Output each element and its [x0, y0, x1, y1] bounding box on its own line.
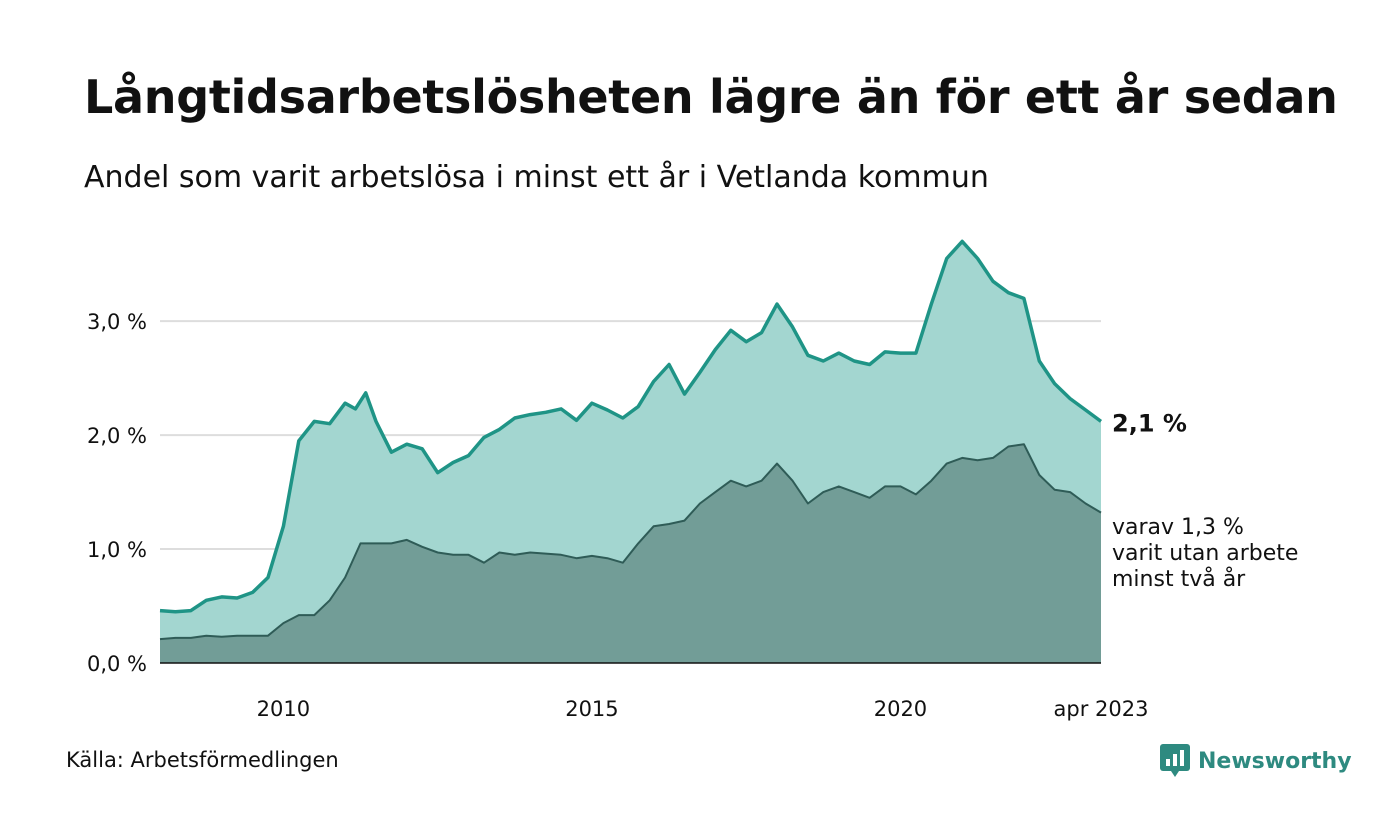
- brand-logo[interactable]: Newsworthy: [1160, 744, 1352, 778]
- y-tick-label: 0,0 %: [87, 652, 147, 676]
- y-tick-label: 1,0 %: [87, 538, 147, 562]
- x-tick-label: 2015: [565, 697, 618, 721]
- x-tick-label: 2020: [874, 697, 927, 721]
- newsworthy-logo-icon: [1160, 744, 1190, 777]
- sub-series-annotation-line: minst två år: [1112, 566, 1246, 592]
- x-tick-label: apr 2023: [1054, 697, 1149, 721]
- source-note: Källa: Arbetsförmedlingen: [66, 748, 339, 772]
- y-tick-label: 2,0 %: [87, 424, 147, 448]
- sub-series-line: [159, 443, 1102, 641]
- main-series-end-label: 2,1 %: [1112, 409, 1187, 437]
- main-series-line: [159, 239, 1103, 614]
- chart-title: Långtidsarbetslösheten lägre än för ett …: [84, 70, 1338, 124]
- brand-name: Newsworthy: [1198, 748, 1352, 774]
- axis-labels: 0,0 % 1,0 % 2,0 % 3,0 % 2010 2015 2020 apr 2023…: [87, 310, 1298, 721]
- y-tick-label: 3,0 %: [87, 310, 147, 334]
- x-tick-label: 2010: [257, 697, 310, 721]
- sub-series-annotation-line: varit utan arbete: [1112, 541, 1298, 566]
- chart-subtitle: Andel som varit arbetslösa i minst ett å…: [84, 160, 989, 195]
- sub-series-annotation-line: varav 1,3 %: [1112, 515, 1244, 540]
